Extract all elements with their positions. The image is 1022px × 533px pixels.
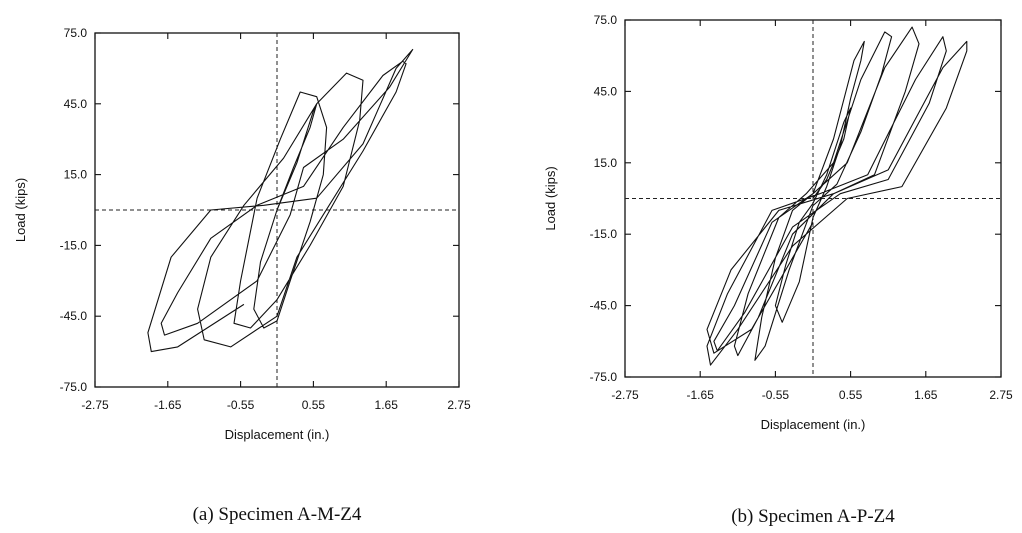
y-tick-label: 45.0 <box>594 84 618 98</box>
hysteresis-curve <box>706 26 968 366</box>
x-tick-label: 2.75 <box>447 398 471 412</box>
x-axis-label: Displacement (in.) <box>225 427 330 442</box>
chart-panel-a: -2.75 -1.65 -0.55 0.55 1.65 2.75 75.0 45.0 15.0 -… <box>13 26 471 525</box>
y-axis-label: Load (kips) <box>543 166 558 230</box>
x-tick-label: -1.65 <box>687 388 715 402</box>
x-tick-label: 2.75 <box>989 388 1013 402</box>
y-tick-label: -45.0 <box>60 309 88 323</box>
y-tick-label: -45.0 <box>590 299 618 313</box>
y-tick-label: 75.0 <box>64 26 88 40</box>
y-tick-label: 75.0 <box>594 13 618 27</box>
y-tick-label: -15.0 <box>590 227 618 241</box>
y-tick-label: -75.0 <box>60 380 88 394</box>
figure-caption: (b) Specimen A-P-Z4 <box>731 506 895 527</box>
x-axis-label: Displacement (in.) <box>761 417 866 432</box>
x-tick-label: 1.65 <box>375 398 399 412</box>
y-tick-label: 45.0 <box>64 97 88 111</box>
y-tick-label: 15.0 <box>64 168 88 182</box>
x-tick-label: -1.65 <box>154 398 182 412</box>
chart-panel-b: -2.75 -1.65 -0.55 0.55 1.65 2.75 75.0 45.0 15.0 -… <box>543 13 1013 527</box>
y-axis-label: Load (kips) <box>13 178 28 242</box>
x-tick-label: -2.75 <box>611 388 639 402</box>
x-tick-label: -0.55 <box>762 388 790 402</box>
x-tick-label: -0.55 <box>227 398 255 412</box>
x-tick-label: 0.55 <box>302 398 326 412</box>
x-tick-label: -2.75 <box>81 398 109 412</box>
hysteresis-curve <box>147 48 414 353</box>
y-tick-label: -15.0 <box>60 238 88 252</box>
y-tick-label: -75.0 <box>590 370 618 384</box>
figure-caption: (a) Specimen A-M-Z4 <box>193 504 362 525</box>
x-tick-label: 1.65 <box>914 388 938 402</box>
y-tick-label: 15.0 <box>594 156 618 170</box>
x-tick-label: 0.55 <box>839 388 863 402</box>
